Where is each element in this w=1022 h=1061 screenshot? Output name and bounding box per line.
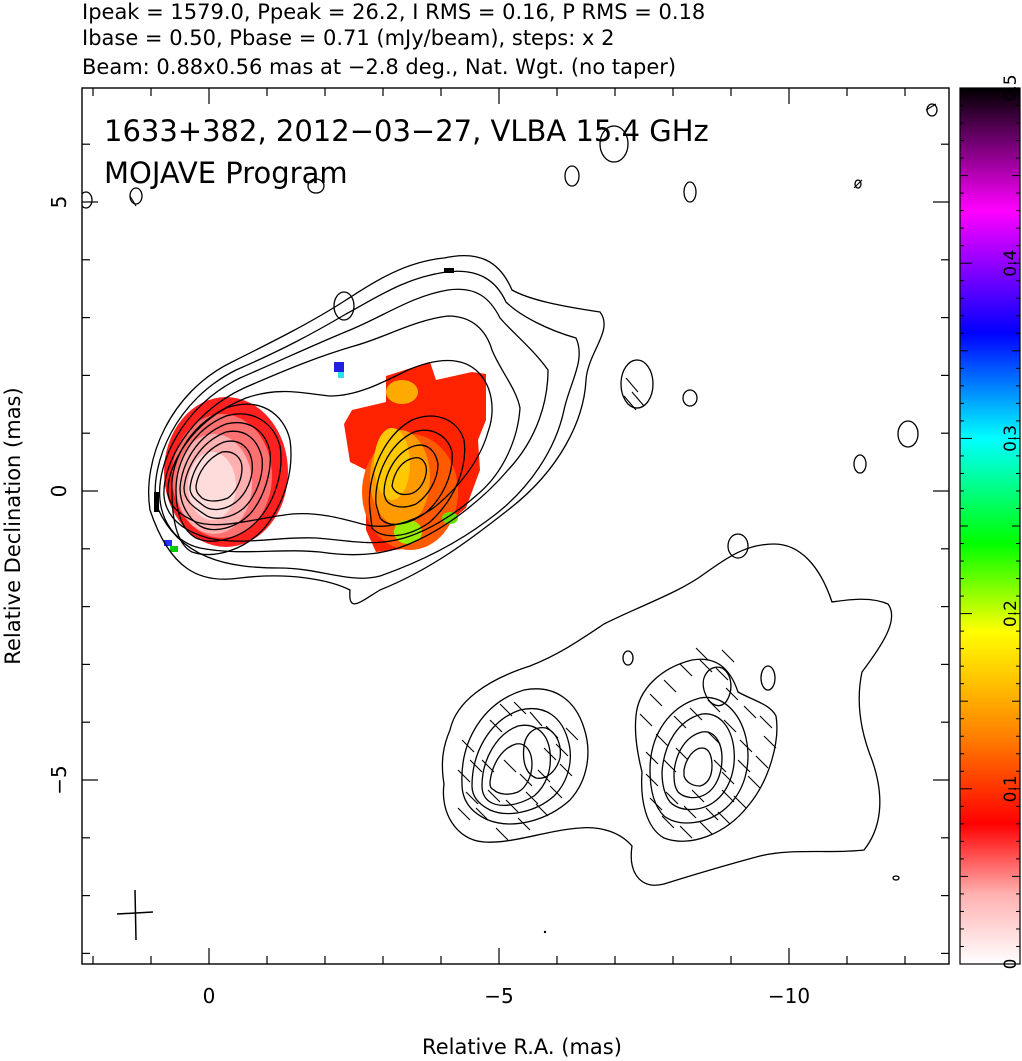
pixel-cyan [338,372,344,378]
x-tick-label: −10 [768,984,810,1008]
colorbar-tick-label: 0.4 [1001,250,1021,277]
x-tick-label: 0 [203,984,216,1008]
plot-area [82,103,938,941]
header-line-1: Ipeak = 1579.0, Ppeak = 26.2, I RMS = 0.… [82,0,705,24]
colorbar-tick-label: 0.3 [1001,425,1021,452]
plot-frame [81,87,950,965]
y-tick-label: 5 [47,196,71,209]
colorbar-tick-label: 0.2 [1001,600,1021,627]
header-line-3: Beam: 0.88x0.56 mas at −2.8 deg., Nat. W… [82,55,676,79]
y-tick-labels: 5 0 −5 [47,196,71,795]
program-annotation: MOJAVE Program [104,156,348,190]
y-ticks [82,143,949,955]
evpa-ticks [129,103,937,841]
x-ticks [92,88,906,964]
colorbar-tick-labels: 0 0.1 0.2 0.3 0.4 0.5 [1001,74,1021,969]
source-annotation: 1633+382, 2012−03−27, VLBA 15.4 GHz [104,114,709,148]
pixel-black-left [154,492,159,512]
colorbar-tick-label: 0.5 [1001,74,1021,101]
header-line-2: Ibase = 0.50, Pbase = 0.71 (mJy/beam), s… [82,26,614,50]
x-axis-title: Relative R.A. (mas) [422,1035,622,1059]
pixel-edge-blue [164,540,172,546]
stray-point [543,930,547,934]
pixel-black [444,268,454,273]
pixel-edge-green [170,546,178,552]
y-axis-title: Relative Declination (mas) [1,387,25,664]
jet-polarization-patch [344,362,486,552]
y-tick-label: −5 [47,765,71,794]
y-tick-label: 0 [47,485,71,498]
colorbar [960,88,1020,964]
x-tick-labels: 0 −5 −10 [203,984,810,1008]
x-tick-label: −5 [484,984,513,1008]
colorbar-tick-label: 0.1 [1001,775,1021,802]
colorbar-ticks [960,87,1020,965]
colorbar-tick-label: 0 [1001,959,1021,970]
total-intensity-contours [82,103,938,886]
pixel-blue [334,362,344,372]
beam-cross [116,889,154,941]
